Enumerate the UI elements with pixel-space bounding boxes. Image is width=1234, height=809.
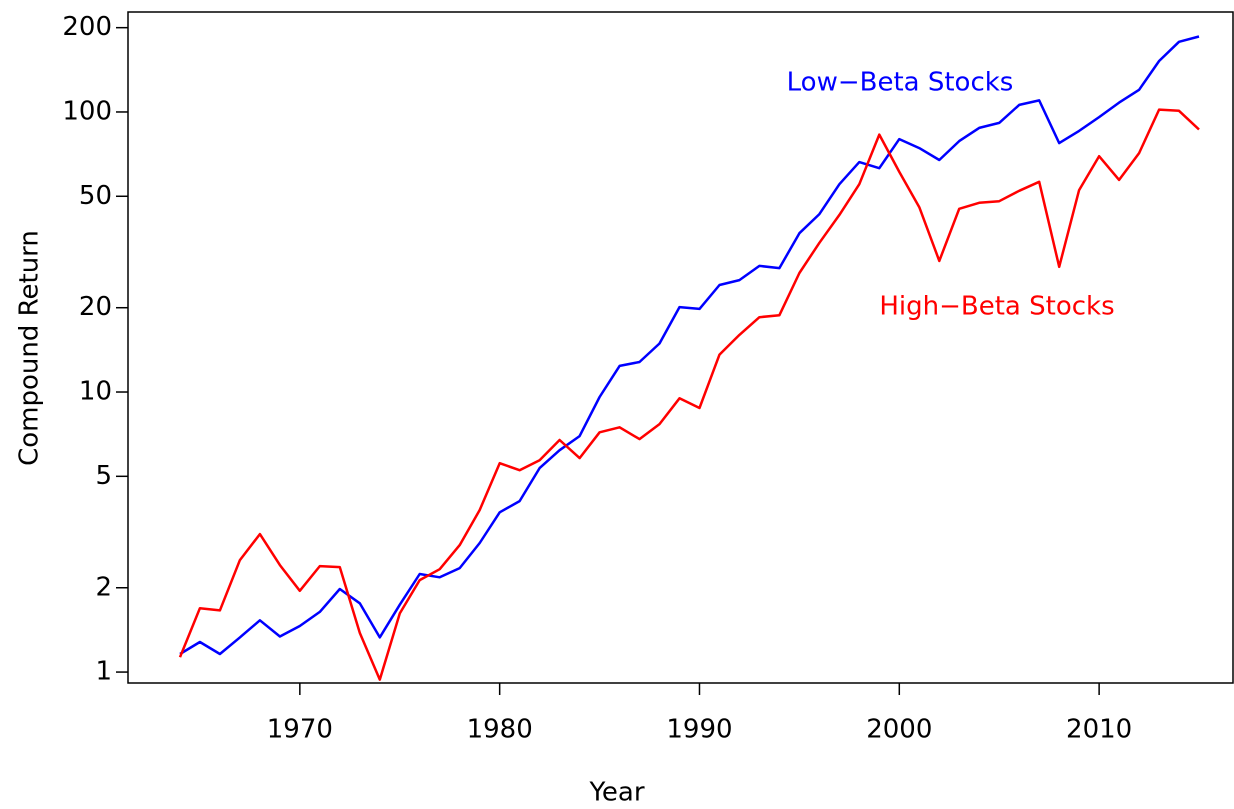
y-tick-label: 2 [95, 572, 112, 602]
series-label: Low−Beta Stocks [787, 68, 1014, 98]
y-tick-label: 50 [79, 181, 112, 211]
plot-frame [127, 11, 1234, 684]
series-line [178, 108, 1200, 681]
y-tick-label: 100 [62, 96, 112, 126]
x-tick-label: 1980 [467, 715, 533, 745]
y-tick-label: 1 [95, 657, 112, 687]
x-tick-label: 2010 [1066, 715, 1132, 745]
y-tick-label: 5 [95, 461, 112, 491]
x-tick-label: 1970 [267, 715, 333, 745]
y-axis-label: Compound Return [15, 230, 45, 466]
x-tick-label: 2000 [866, 715, 932, 745]
y-tick-label: 20 [79, 292, 112, 322]
x-axis-label: Year [588, 778, 644, 808]
y-tick-label: 200 [62, 12, 112, 42]
x-tick-label: 1990 [666, 715, 732, 745]
series-label: High−Beta Stocks [879, 292, 1114, 322]
y-tick-label: 10 [79, 377, 112, 407]
series-line [179, 35, 1200, 656]
